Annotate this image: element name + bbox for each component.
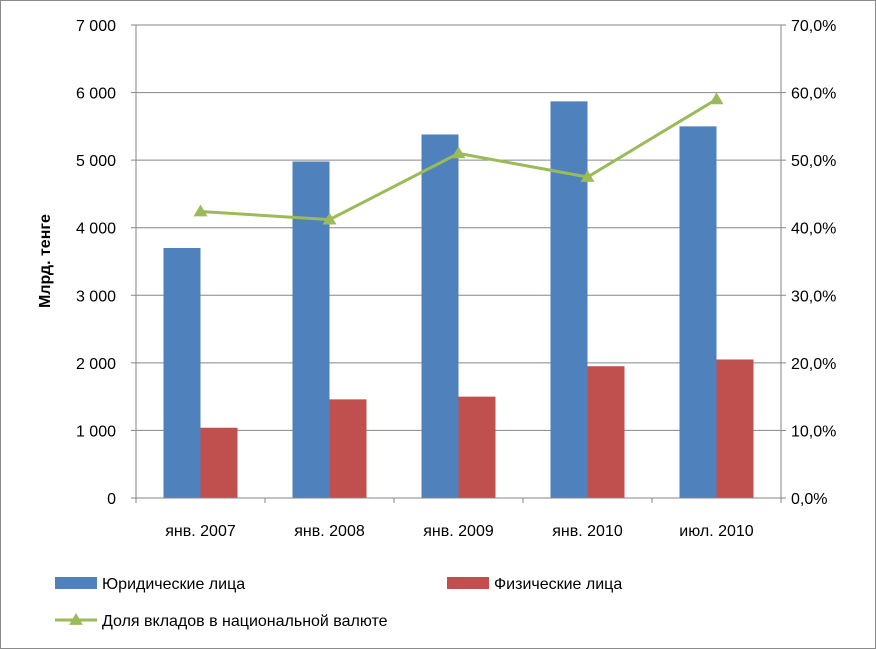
legend-label-legal-entities: Юридические лица: [102, 576, 245, 593]
x-tick-label: янв. 2007: [165, 523, 236, 540]
bar-individuals: [200, 427, 238, 498]
axes-group: [131, 24, 786, 503]
right-axis-ticks: 0,0% 10,0% 20,0% 30,0% 40,0% 50,0% 60,0% 70,0%: [791, 18, 836, 508]
line-point-marker: [451, 146, 466, 159]
left-tick-label: 6 000: [76, 86, 116, 103]
bar-legal-entities: [421, 134, 459, 499]
left-tick-label: 4 000: [76, 221, 116, 238]
right-tick-label: 20,0%: [791, 356, 836, 373]
right-tick-label: 10,0%: [791, 423, 836, 440]
legend-label-deposit-share: Доля вкладов в национальной валюте: [102, 613, 388, 630]
left-tick-label: 2 000: [76, 356, 116, 373]
x-tick-label: янв. 2009: [423, 523, 494, 540]
left-tick-label: 7 000: [76, 18, 116, 35]
right-tick-label: 50,0%: [791, 153, 836, 170]
bar-individuals: [716, 359, 754, 498]
bar-legal-entities: [163, 247, 201, 498]
legend-swatch-individuals: [447, 577, 489, 589]
x-axis-ticks: янв. 2007 янв. 2008 янв. 2009 янв. 2010 июл.…: [165, 523, 754, 540]
bar-individuals: [458, 396, 496, 498]
right-tick-label: 0,0%: [791, 491, 827, 508]
right-tick-label: 30,0%: [791, 288, 836, 305]
x-tick-label: янв. 2010: [552, 523, 623, 540]
line-point-marker: [709, 92, 724, 105]
y-axis-label: Млрд. тенге: [37, 214, 54, 308]
left-tick-label: 1 000: [76, 423, 116, 440]
right-tick-label: 40,0%: [791, 221, 836, 238]
legend-swatch-legal-entities: [55, 577, 97, 589]
line-point-marker: [322, 212, 337, 225]
bar-individuals: [329, 399, 367, 498]
line-point-marker: [580, 170, 595, 182]
right-tick-label: 60,0%: [791, 86, 836, 103]
x-tick-label: июл. 2010: [679, 523, 754, 540]
legend-marker-deposit-share: [69, 613, 83, 625]
x-tick-label: янв. 2008: [294, 523, 365, 540]
legend: Юридические лица Физические лица Доля вкла…: [55, 576, 622, 630]
bars-group: [163, 101, 754, 499]
bar-individuals: [587, 366, 625, 498]
bar-legal-entities: [292, 161, 330, 498]
legend-label-individuals: Физические лица: [494, 576, 622, 593]
left-tick-label: 5 000: [76, 153, 116, 170]
left-tick-label: 0: [107, 491, 116, 508]
left-axis-ticks: 0 1 000 2 000 3 000 4 000 5 000 6 000 7 000: [76, 18, 116, 508]
bar-legal-entities: [679, 126, 717, 498]
right-tick-label: 70,0%: [791, 18, 836, 35]
bar-legal-entities: [550, 101, 588, 498]
left-tick-label: 3 000: [76, 288, 116, 305]
line-series-group: [193, 92, 724, 225]
line-point-marker: [193, 204, 208, 217]
